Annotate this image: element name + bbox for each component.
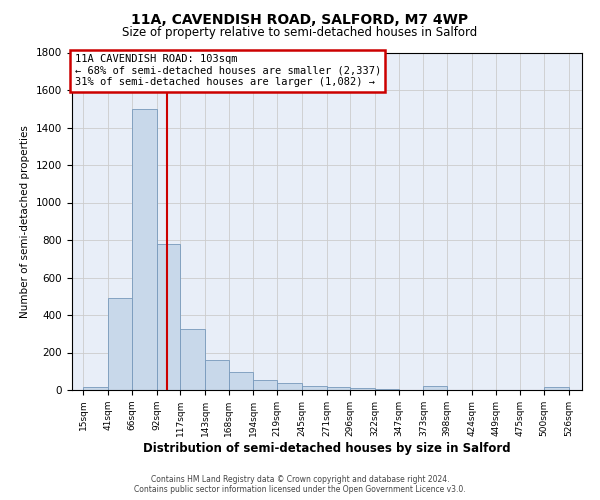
Bar (180, 329, 205, 390)
Bar (253, 380, 277, 390)
Text: Contains HM Land Registry data © Crown copyright and database right 2024.
Contai: Contains HM Land Registry data © Crown c… (134, 474, 466, 494)
Bar (326, 387, 350, 390)
Bar (205, 360, 229, 390)
Bar (302, 386, 326, 390)
Y-axis label: Number of semi-detached properties: Number of semi-detached properties (20, 125, 31, 318)
Bar (350, 388, 375, 390)
Bar (375, 389, 399, 390)
Bar (83, 387, 108, 390)
X-axis label: Distribution of semi-detached houses by size in Salford: Distribution of semi-detached houses by … (143, 442, 511, 454)
Bar (157, 244, 180, 390)
Text: 11A, CAVENDISH ROAD, SALFORD, M7 4WP: 11A, CAVENDISH ROAD, SALFORD, M7 4WP (131, 12, 469, 26)
Bar (424, 386, 447, 390)
Bar (277, 384, 302, 390)
Text: 11A CAVENDISH ROAD: 103sqm
← 68% of semi-detached houses are smaller (2,337)
31%: 11A CAVENDISH ROAD: 103sqm ← 68% of semi… (74, 54, 381, 88)
Text: Size of property relative to semi-detached houses in Salford: Size of property relative to semi-detach… (122, 26, 478, 39)
Bar (108, 298, 132, 390)
Bar (544, 387, 569, 390)
Bar (132, 109, 157, 390)
Bar (229, 372, 253, 390)
